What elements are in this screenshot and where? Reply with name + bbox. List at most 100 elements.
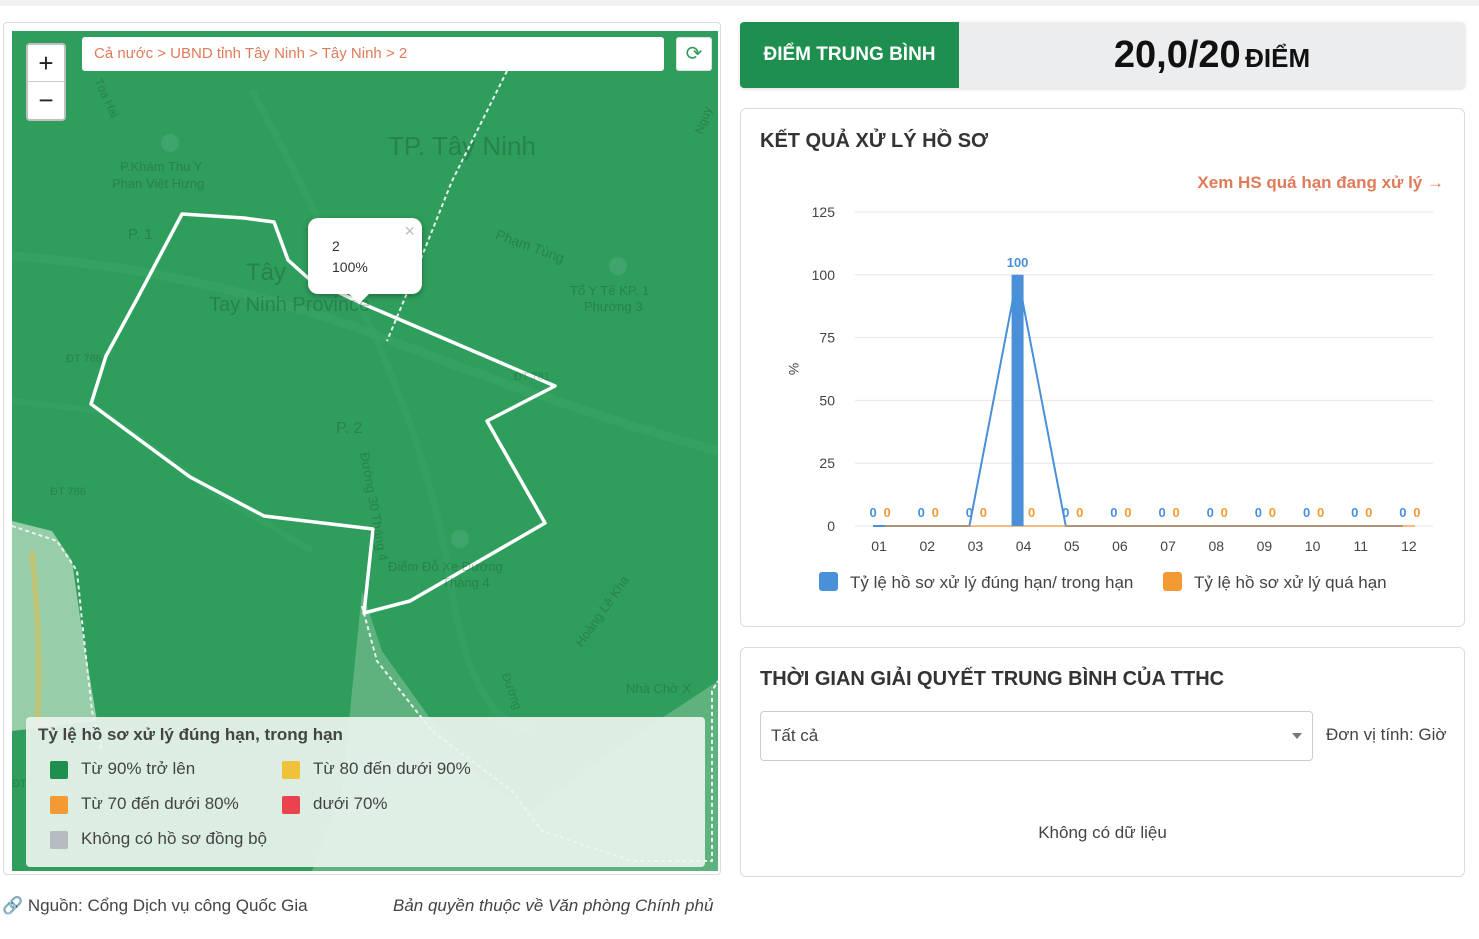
- top-divider: [0, 0, 1479, 6]
- empty-state: Không có dữ liệu: [1038, 823, 1167, 842]
- copyright-text: Bản quyền thuộc về Văn phòng Chính phủ: [393, 896, 714, 915]
- zoom-out-button[interactable]: −: [38, 85, 54, 115]
- link-icon: 🔗: [2, 896, 24, 915]
- y-tick-label: 0: [827, 518, 835, 534]
- average-score-label: ĐIỂM TRUNG BÌNH: [740, 22, 959, 88]
- legend-label-80: Từ 80 đến dưới 90%: [313, 759, 471, 778]
- data-label-overdue: 0: [1124, 505, 1131, 520]
- data-label-ontime: 0: [1255, 505, 1262, 520]
- data-label-ontime: 0: [1303, 505, 1310, 520]
- average-score-value: 20,0/20: [1113, 34, 1241, 76]
- zoom-in-button[interactable]: +: [28, 45, 64, 82]
- data-label-overdue: 0: [932, 505, 939, 520]
- legend-swatch-90: [50, 761, 68, 779]
- x-tick-label: 12: [1401, 538, 1417, 554]
- map-label-tay: Tây: [246, 259, 287, 286]
- legend-swatch-70: [50, 796, 68, 814]
- map-label-parking-sub: Tháng 4: [442, 575, 490, 590]
- data-label-ontime: 0: [918, 505, 925, 520]
- map-label-parking: Điểm Đỗ Xe Đường: [388, 559, 503, 574]
- legend-label-90: Từ 90% trở lên: [81, 759, 196, 778]
- map-label-yte-ward: Phường 3: [584, 299, 643, 314]
- data-label-overdue: 0: [1365, 505, 1372, 520]
- procedure-select[interactable]: Tất cả: [760, 711, 1313, 761]
- y-tick-label: 75: [819, 330, 835, 346]
- map-legend: Tỷ lệ hồ sơ xử lý đúng hạn, trong hạn Từ…: [26, 717, 705, 867]
- data-label-ontime: 0: [1062, 505, 1069, 520]
- data-label-overdue: 0: [883, 505, 890, 520]
- legend-title: Tỷ lệ hồ sơ xử lý đúng hạn, trong hạn: [38, 725, 343, 744]
- legend-swatch-none: [50, 831, 68, 849]
- map-label-city: TP. Tây Ninh: [388, 131, 536, 161]
- data-label-overdue: 0: [980, 505, 987, 520]
- x-tick-label: 08: [1208, 538, 1224, 554]
- x-tick-label: 03: [968, 538, 984, 554]
- map-label-ward2: P. 2: [336, 420, 363, 437]
- y-tick-label: 100: [812, 267, 836, 283]
- legend-swatch-80: [282, 761, 300, 779]
- breadcrumb[interactable]: Cả nước > UBND tỉnh Tây Ninh > Tây Ninh …: [82, 37, 664, 71]
- x-tick-label: 02: [919, 538, 935, 554]
- unit-label: Đơn vị tính: Giờ: [1326, 725, 1447, 744]
- source-text[interactable]: Nguồn: Cổng Dịch vụ công Quốc Gia: [27, 896, 308, 915]
- popup-close-button[interactable]: ×: [404, 221, 415, 241]
- chart-legend-label-ontime: Tỷ lệ hồ sơ xử lý đúng hạn/ trong hạn: [850, 573, 1134, 592]
- map-label-yte: Tổ Y Tế KP. 1: [570, 283, 650, 298]
- data-label-ontime: 0: [1351, 505, 1358, 520]
- chart-legend-label-overdue: Tỷ lệ hồ sơ xử lý quá hạn: [1194, 573, 1387, 592]
- refresh-button[interactable]: ⟳: [676, 37, 712, 71]
- data-label-ontime: 0: [869, 505, 876, 520]
- map-label-dt786-b: ĐT 786: [50, 486, 86, 498]
- refresh-icon: ⟳: [685, 43, 703, 65]
- popup-area-value: 100%: [332, 259, 368, 275]
- y-axis-label: %: [786, 363, 802, 375]
- chevron-down-icon: [1292, 733, 1302, 739]
- average-score-unit: ĐIỂM: [1245, 43, 1311, 73]
- zoom-control: + −: [26, 43, 66, 121]
- map-label-nhacho: Nhà Chờ X: [626, 681, 691, 696]
- data-label-ontime: 0: [1110, 505, 1117, 520]
- x-tick-label: 10: [1305, 538, 1321, 554]
- y-tick-label: 125: [812, 204, 836, 220]
- map-label-dt786-a: ĐT 786: [66, 353, 102, 365]
- data-label-ontime: 0: [1207, 505, 1214, 520]
- legend-label-70: Từ 70 đến dưới 80%: [81, 794, 239, 813]
- chart-legend-swatch-overdue: [1163, 572, 1182, 591]
- map-label-ward1: P. 1: [128, 226, 153, 243]
- data-label-overdue: 0: [1413, 505, 1420, 520]
- x-tick-label: 11: [1353, 538, 1368, 554]
- data-label-overdue: 0: [1269, 505, 1276, 520]
- y-tick-label: 25: [819, 455, 835, 471]
- data-label-overdue: 0: [1221, 505, 1228, 520]
- legend-label-none: Không có hồ sơ đồng bộ: [81, 829, 268, 848]
- data-label-overdue: 0: [1028, 505, 1035, 520]
- processing-time-card: THỜI GIAN GIẢI QUYẾT TRUNG BÌNH CỦA TTHC…: [740, 647, 1465, 877]
- data-label-overdue: 0: [1076, 505, 1083, 520]
- map-label-province: Tay Ninh Province: [209, 294, 371, 316]
- chart-legend-overdue[interactable]: Tỷ lệ hồ sơ xử lý quá hạn: [1163, 572, 1387, 593]
- average-score-bar: ĐIỂM TRUNG BÌNH 20,0/20 ĐIỂM: [740, 22, 1465, 88]
- data-label-overdue: 0: [1172, 505, 1179, 520]
- results-card: KẾT QUẢ XỬ LÝ HỒ SƠ Xem HS quá hạn đang …: [740, 108, 1465, 627]
- map-label-clinic-name: Phan Việt Hưng: [112, 176, 205, 191]
- map-label-dt781: ĐT 781: [514, 371, 550, 383]
- overdue-link[interactable]: Xem HS quá hạn đang xử lý →: [1197, 173, 1444, 192]
- data-label-ontime: 0: [1158, 505, 1165, 520]
- bar-ontime: [1011, 274, 1024, 526]
- map[interactable]: TP. Tây Ninh P.Khám Thu Y Phan Việt Hưng…: [12, 31, 718, 871]
- map-popup: × 2 100%: [308, 218, 422, 304]
- chart-legend-ontime[interactable]: Tỷ lệ hồ sơ xử lý đúng hạn/ trong hạn: [819, 572, 1133, 593]
- x-tick-label: 09: [1257, 538, 1273, 554]
- average-score-value-box: 20,0/20 ĐIỂM: [959, 22, 1465, 88]
- x-tick-label: 05: [1064, 538, 1080, 554]
- x-tick-label: 04: [1016, 538, 1032, 554]
- map-label-clinic: P.Khám Thu Y: [120, 159, 203, 174]
- data-label-ontime: 0: [966, 505, 973, 520]
- x-tick-label: 06: [1112, 538, 1128, 554]
- y-tick-label: 50: [819, 392, 835, 408]
- data-label-ontime: 0: [1399, 505, 1406, 520]
- procedure-select-value: Tất cả: [771, 726, 819, 745]
- data-label-overdue: 0: [1317, 505, 1324, 520]
- results-title: KẾT QUẢ XỬ LÝ HỒ SƠ: [760, 130, 989, 152]
